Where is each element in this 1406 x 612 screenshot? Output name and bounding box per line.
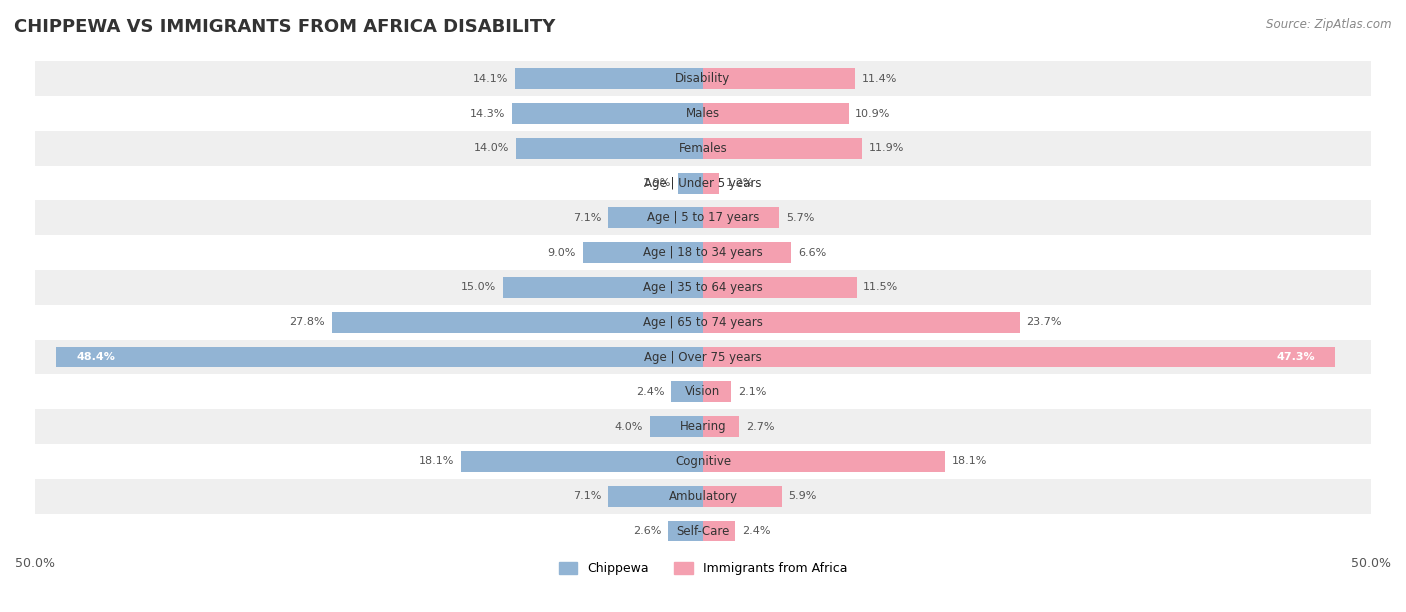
Bar [703,521,735,542]
Bar [650,416,703,437]
Text: Hearing: Hearing [679,420,727,433]
Text: Age | 65 to 74 years: Age | 65 to 74 years [643,316,763,329]
Bar [35,61,1371,96]
Text: 14.3%: 14.3% [470,108,505,119]
Bar [35,409,1371,444]
Text: Females: Females [679,142,727,155]
Bar [703,242,792,263]
Text: Age | Under 5 years: Age | Under 5 years [644,177,762,190]
Text: 2.4%: 2.4% [636,387,664,397]
Bar [515,69,703,89]
Text: Disability: Disability [675,72,731,85]
Text: 2.4%: 2.4% [742,526,770,536]
Bar [703,416,740,437]
Text: Age | 18 to 34 years: Age | 18 to 34 years [643,246,763,259]
Text: 11.5%: 11.5% [863,283,898,293]
Bar [461,451,703,472]
Text: Self-Care: Self-Care [676,524,730,537]
Bar [703,207,779,228]
Legend: Chippewa, Immigrants from Africa: Chippewa, Immigrants from Africa [554,558,852,580]
Bar [35,131,1371,166]
Bar [56,346,703,367]
Bar [35,305,1371,340]
Text: Source: ZipAtlas.com: Source: ZipAtlas.com [1267,18,1392,31]
Text: 47.3%: 47.3% [1277,352,1315,362]
Bar [703,173,718,193]
Bar [35,270,1371,305]
Text: Males: Males [686,107,720,120]
Text: Age | 35 to 64 years: Age | 35 to 64 years [643,281,763,294]
Bar [516,138,703,159]
Text: 2.6%: 2.6% [633,526,662,536]
Text: 7.1%: 7.1% [574,213,602,223]
Text: 1.9%: 1.9% [643,178,671,188]
Text: 23.7%: 23.7% [1026,317,1062,327]
Text: 6.6%: 6.6% [797,248,827,258]
Text: 14.1%: 14.1% [472,73,508,84]
Bar [703,103,849,124]
Bar [35,513,1371,548]
Bar [703,138,862,159]
Bar [35,479,1371,513]
Text: 2.7%: 2.7% [745,422,775,431]
Text: 10.9%: 10.9% [855,108,890,119]
Bar [35,96,1371,131]
Bar [582,242,703,263]
Bar [671,381,703,402]
Bar [35,166,1371,201]
Bar [35,235,1371,270]
Bar [35,444,1371,479]
Text: 9.0%: 9.0% [548,248,576,258]
Bar [35,340,1371,375]
Text: 5.9%: 5.9% [789,491,817,501]
Text: 5.7%: 5.7% [786,213,814,223]
Text: Cognitive: Cognitive [675,455,731,468]
Text: Vision: Vision [685,386,721,398]
Text: 14.0%: 14.0% [474,143,509,153]
Text: 11.4%: 11.4% [862,73,897,84]
Bar [512,103,703,124]
Bar [703,69,855,89]
Text: Ambulatory: Ambulatory [668,490,738,502]
Bar [332,312,703,333]
Text: 15.0%: 15.0% [461,283,496,293]
Text: 4.0%: 4.0% [614,422,643,431]
Bar [703,451,945,472]
Bar [703,277,856,298]
Bar [678,173,703,193]
Text: 1.2%: 1.2% [725,178,754,188]
Bar [35,201,1371,235]
Bar [609,486,703,507]
Bar [502,277,703,298]
Text: 18.1%: 18.1% [952,457,987,466]
Text: Age | Over 75 years: Age | Over 75 years [644,351,762,364]
Bar [609,207,703,228]
Text: CHIPPEWA VS IMMIGRANTS FROM AFRICA DISABILITY: CHIPPEWA VS IMMIGRANTS FROM AFRICA DISAB… [14,18,555,36]
Text: 27.8%: 27.8% [290,317,325,327]
Text: Age | 5 to 17 years: Age | 5 to 17 years [647,211,759,225]
Text: 48.4%: 48.4% [76,352,115,362]
Bar [703,381,731,402]
Text: 7.1%: 7.1% [574,491,602,501]
Bar [703,312,1019,333]
Text: 2.1%: 2.1% [738,387,766,397]
Text: 11.9%: 11.9% [869,143,904,153]
Text: 18.1%: 18.1% [419,457,454,466]
Bar [668,521,703,542]
Bar [703,486,782,507]
Bar [35,375,1371,409]
Bar [703,346,1334,367]
